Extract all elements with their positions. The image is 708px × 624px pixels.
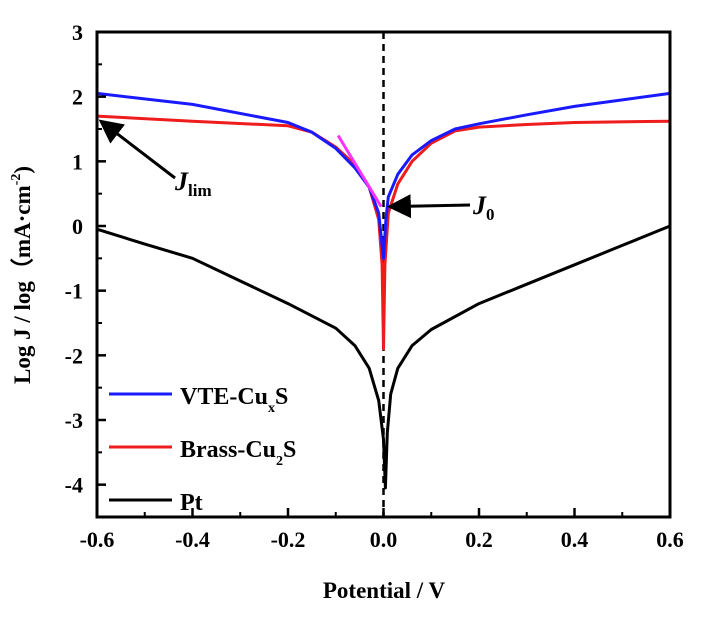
y-tick-label: -1 [65,279,83,304]
x-tick-label: 0.2 [465,527,493,552]
series-line-pt [96,224,671,490]
legend-label-sub: 2 [276,454,283,469]
legend-label-end: S [275,384,288,410]
y-tick-label: -4 [65,473,83,498]
x-tick-label: -0.4 [175,527,210,552]
legend-label: Pt [180,490,203,516]
y-tick-label: 2 [72,85,83,110]
x-tick-label: -0.6 [80,527,115,552]
x-axis-label: Potential / V [323,578,446,603]
y-tick-label: -3 [65,408,83,433]
tafel-tangent-line [336,134,383,208]
x-tick-label: 0.6 [656,527,684,552]
x-tick-label: 0.4 [561,527,589,552]
legend-label-main: Pt [180,490,203,516]
legend-label-main: VTE-Cu [180,384,268,410]
annotation-j0: J0 [472,191,495,224]
arrow-j-lim [98,119,176,180]
annotation-j-lim: Jlim [174,167,212,200]
arrow-j0 [386,194,471,219]
annotation-j: J [472,191,487,220]
legend-label-sub: x [268,401,275,416]
y-tick-label: -2 [65,343,83,368]
annotation-sub: 0 [486,205,495,224]
series-line-brass-cu2s [96,114,671,351]
legend-label: Brass-Cu2S [180,437,296,469]
legend-label-end: S [283,437,296,463]
annotation-j: J [174,167,189,196]
y-tick-label: 1 [72,149,83,174]
plot-area [96,32,671,517]
x-tick-label: -0.2 [271,527,306,552]
annotation-sub: lim [188,181,212,200]
y-tick-label: 0 [72,214,83,239]
y-tick-label: 3 [72,20,83,45]
y-axis-label: Log J / log（mA·cm-2) [9,166,35,384]
legend-label: VTE-CuxS [180,384,288,416]
axis-ticks: -0.6 -0.4 -0.2 0.0 0.2 0.4 0.6 3 2 1 0 -1 -2 -3 -4 [65,20,684,552]
x-tick-label: 0.0 [370,527,398,552]
legend-label-main: Brass-Cu [180,437,276,463]
